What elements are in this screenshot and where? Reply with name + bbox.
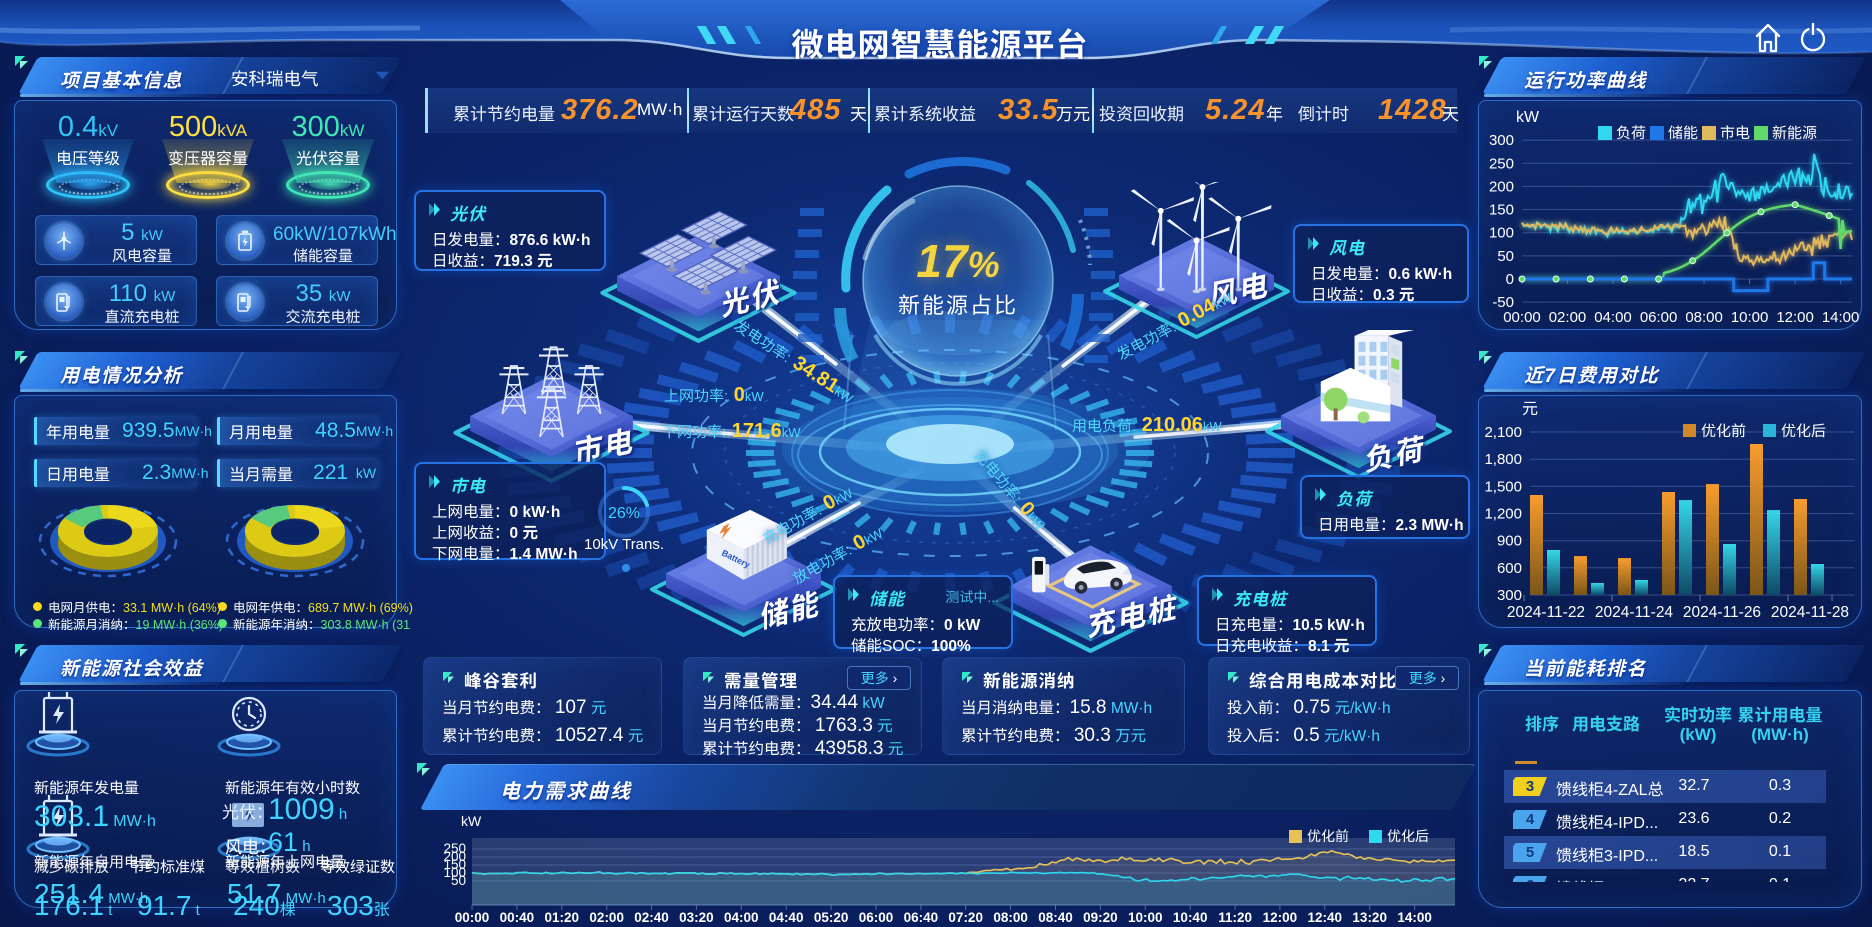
svg-text:14:00: 14:00 <box>1822 309 1860 326</box>
svg-text:12:00: 12:00 <box>1776 309 1814 326</box>
svg-text:12:40: 12:40 <box>1308 910 1343 925</box>
svg-text:00:00: 00:00 <box>1503 309 1541 326</box>
svg-text:04:40: 04:40 <box>769 910 804 925</box>
svg-text:2024-11-28: 2024-11-28 <box>1771 604 1849 621</box>
svg-text:0: 0 <box>1506 271 1514 288</box>
svg-text:元: 元 <box>1522 401 1538 418</box>
svg-text:14:00: 14:00 <box>1397 910 1432 925</box>
svg-text:06:00: 06:00 <box>1640 309 1678 326</box>
svg-text:2,100: 2,100 <box>1484 424 1522 441</box>
svg-text:10:00: 10:00 <box>1128 910 1163 925</box>
svg-text:04:00: 04:00 <box>1594 309 1632 326</box>
svg-text:11:20: 11:20 <box>1218 910 1252 925</box>
svg-text:09:20: 09:20 <box>1083 910 1118 925</box>
svg-text:26%: 26% <box>608 505 640 522</box>
svg-text:10:00: 10:00 <box>1731 309 1769 326</box>
svg-text:市电: 市电 <box>1720 125 1750 142</box>
svg-text:06:40: 06:40 <box>904 910 939 925</box>
svg-text:06:00: 06:00 <box>859 910 894 925</box>
svg-text:10:40: 10:40 <box>1173 910 1208 925</box>
svg-text:储能: 储能 <box>1668 125 1698 142</box>
svg-text:100: 100 <box>1489 225 1514 242</box>
svg-text:优化后: 优化后 <box>1387 828 1429 844</box>
svg-text:2024-11-22: 2024-11-22 <box>1507 604 1585 621</box>
svg-text:12:00: 12:00 <box>1263 910 1298 925</box>
svg-text:00:00: 00:00 <box>455 910 490 925</box>
svg-text:优化后: 优化后 <box>1781 423 1826 440</box>
svg-text:00:40: 00:40 <box>500 910 535 925</box>
svg-text:02:00: 02:00 <box>589 910 624 925</box>
svg-text:200: 200 <box>443 849 466 864</box>
svg-text:900: 900 <box>1497 533 1522 550</box>
svg-text:300: 300 <box>1489 132 1514 149</box>
svg-text:负荷: 负荷 <box>1616 125 1646 142</box>
svg-text:08:40: 08:40 <box>1038 910 1073 925</box>
svg-text:-50: -50 <box>1492 294 1514 311</box>
svg-text:50: 50 <box>1497 248 1514 265</box>
svg-text:优化前: 优化前 <box>1307 828 1349 844</box>
svg-text:02:00: 02:00 <box>1549 309 1587 326</box>
svg-text:1,200: 1,200 <box>1484 506 1522 523</box>
svg-text:600: 600 <box>1497 560 1522 577</box>
svg-text:优化前: 优化前 <box>1701 423 1746 440</box>
svg-text:1,500: 1,500 <box>1484 478 1522 495</box>
svg-text:13:20: 13:20 <box>1352 910 1387 925</box>
svg-text:01:20: 01:20 <box>545 910 580 925</box>
svg-text:50: 50 <box>451 873 466 888</box>
svg-text:新能源: 新能源 <box>1772 125 1817 142</box>
svg-text:2024-11-26: 2024-11-26 <box>1683 604 1761 621</box>
svg-text:02:40: 02:40 <box>634 910 669 925</box>
svg-text:250: 250 <box>443 841 466 856</box>
svg-text:200: 200 <box>1489 178 1514 195</box>
svg-text:kW: kW <box>461 813 482 829</box>
svg-text:150: 150 <box>443 857 466 872</box>
svg-text:07:20: 07:20 <box>948 910 983 925</box>
svg-text:03:20: 03:20 <box>679 910 714 925</box>
svg-text:04:00: 04:00 <box>724 910 759 925</box>
svg-text:kW: kW <box>1516 109 1540 126</box>
svg-text:08:00: 08:00 <box>1685 309 1723 326</box>
svg-text:150: 150 <box>1489 202 1514 219</box>
svg-text:1,800: 1,800 <box>1484 451 1522 468</box>
svg-text:2024-11-24: 2024-11-24 <box>1595 604 1674 621</box>
svg-text:100: 100 <box>443 865 466 880</box>
svg-text:05:20: 05:20 <box>814 910 849 925</box>
svg-text:300: 300 <box>1497 587 1522 604</box>
svg-text:250: 250 <box>1489 155 1514 172</box>
svg-text:08:00: 08:00 <box>993 910 1028 925</box>
